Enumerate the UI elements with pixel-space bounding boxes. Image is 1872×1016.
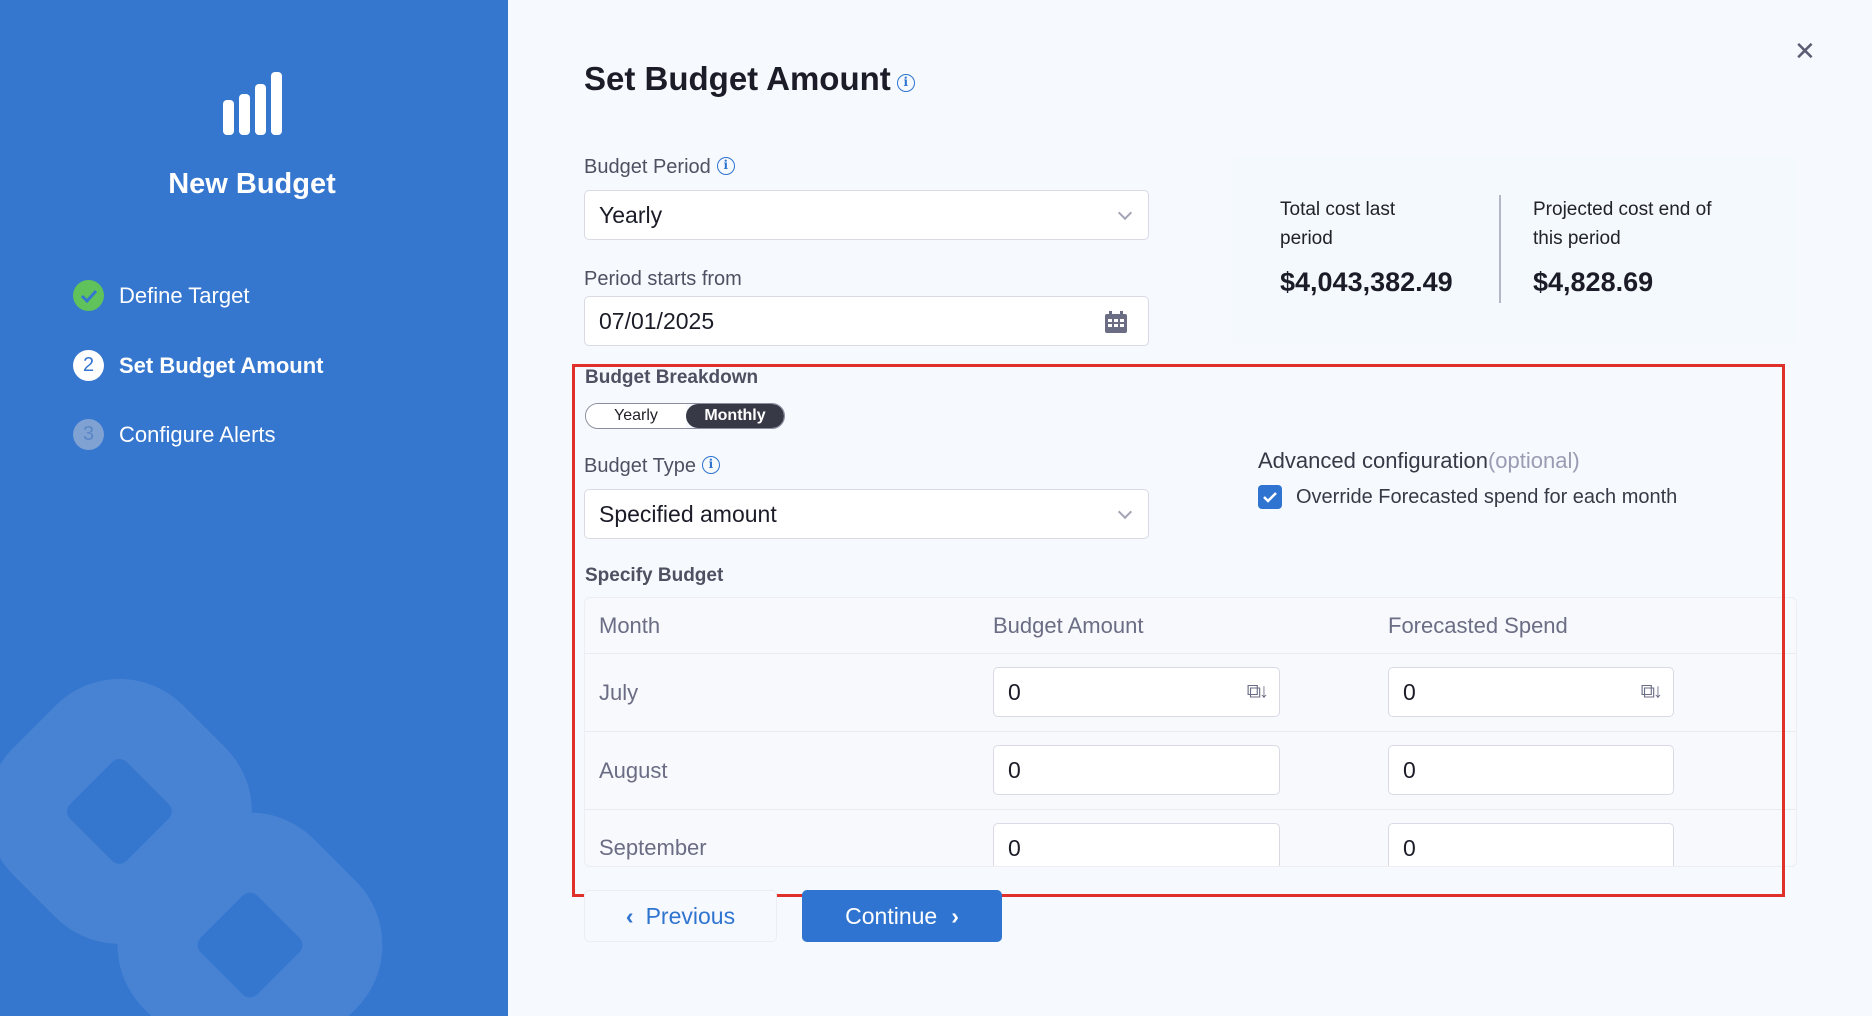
- divider: [1499, 195, 1501, 303]
- table-header: Month Budget Amount Forecasted Spend: [585, 598, 1796, 654]
- table-row: August 0 0: [585, 732, 1796, 810]
- table-row: July 0 ⧉↓ 0 ⧉↓: [585, 654, 1796, 732]
- continue-button[interactable]: Continue ›: [802, 890, 1002, 942]
- step-label: Set Budget Amount: [119, 352, 324, 378]
- info-icon[interactable]: i: [896, 74, 915, 92]
- breakdown-toggle[interactable]: Yearly Monthly: [585, 403, 785, 429]
- budget-amount-input[interactable]: 0: [993, 823, 1280, 866]
- projected-cost: $4,828.69: [1533, 267, 1654, 297]
- period-start-value: 07/01/2025: [599, 307, 715, 334]
- checkbox-checked-icon[interactable]: [1258, 485, 1282, 509]
- forecasted-spend-input[interactable]: 0 ⧉↓: [1388, 667, 1674, 717]
- column-header-forecasted-spend: Forecasted Spend: [1388, 612, 1568, 638]
- month-cell: July: [599, 679, 639, 705]
- period-start-date-input[interactable]: 07/01/2025: [584, 296, 1149, 346]
- toggle-monthly[interactable]: Monthly: [686, 404, 784, 428]
- wizard-sidebar: New Budget Define Target 2 Set Budget Am…: [0, 0, 508, 1016]
- last-period-cost: $4,043,382.49: [1280, 267, 1453, 297]
- forecasted-spend-input[interactable]: 0: [1388, 823, 1674, 866]
- step-number-icon: 3: [73, 419, 104, 450]
- month-cell: September: [599, 835, 707, 860]
- projected-cost-label: Projected cost end of this period: [1533, 199, 1712, 249]
- checkbox-label: Override Forecasted spend for each month: [1296, 485, 1678, 508]
- info-icon[interactable]: i: [701, 456, 720, 474]
- copy-down-icon[interactable]: ⧉↓: [1640, 680, 1663, 703]
- last-period-label: Total cost last period: [1280, 199, 1396, 249]
- specify-budget-label: Specify Budget: [585, 565, 724, 586]
- budget-type-label-text: Budget Type: [584, 455, 696, 477]
- toggle-yearly[interactable]: Yearly: [586, 404, 686, 428]
- override-forecast-checkbox[interactable]: Override Forecasted spend for each month: [1258, 485, 1677, 509]
- period-start-label: Period starts from: [584, 268, 742, 290]
- page-title: Set Budget Amount i: [584, 60, 915, 98]
- budget-period-value: Yearly: [599, 201, 663, 228]
- column-header-month: Month: [599, 612, 661, 638]
- decorative-logo-shape: [0, 678, 383, 1016]
- budget-type-label: Budget Type i: [584, 455, 720, 478]
- budget-amount-input[interactable]: 0 ⧉↓: [993, 667, 1280, 717]
- table-row: September 0 0: [585, 810, 1796, 866]
- wizard-title: New Budget: [168, 168, 336, 200]
- bar-chart-icon: [223, 72, 283, 135]
- chevron-left-icon: ‹: [625, 902, 634, 929]
- info-icon[interactable]: i: [716, 157, 735, 175]
- chevron-down-icon: [1117, 504, 1133, 520]
- calendar-icon[interactable]: [1104, 310, 1128, 334]
- step-label: Configure Alerts: [119, 421, 276, 447]
- budget-breakdown-label: Budget Breakdown: [585, 367, 759, 388]
- check-circle-icon: [73, 280, 104, 311]
- cost-summary-card: Total cost last period $4,043,382.49 Proj…: [1232, 155, 1797, 344]
- step-set-budget-amount[interactable]: 2 Set Budget Amount: [73, 350, 324, 381]
- chevron-right-icon: ›: [951, 902, 959, 929]
- chevron-down-icon: [1117, 205, 1133, 221]
- step-number-icon: 2: [73, 350, 104, 381]
- forecasted-spend-input[interactable]: 0: [1388, 745, 1674, 795]
- step-label: Define Target: [119, 282, 250, 308]
- budget-table: Month Budget Amount Forecasted Spend Jul…: [584, 597, 1797, 867]
- budget-period-label: Budget Period i: [584, 156, 735, 179]
- advanced-config-label: Advanced configuration(optional): [1258, 448, 1580, 473]
- step-configure-alerts[interactable]: 3 Configure Alerts: [73, 419, 276, 450]
- budget-period-select[interactable]: Yearly: [584, 190, 1149, 240]
- budget-period-label-text: Budget Period: [584, 156, 711, 178]
- budget-type-value: Specified amount: [599, 500, 777, 527]
- column-header-budget-amount: Budget Amount: [993, 612, 1144, 638]
- budget-amount-input[interactable]: 0: [993, 745, 1280, 795]
- budget-type-select[interactable]: Specified amount: [584, 489, 1149, 539]
- month-cell: August: [599, 757, 668, 783]
- page-title-text: Set Budget Amount: [584, 60, 891, 97]
- close-icon[interactable]: ✕: [1794, 36, 1816, 66]
- previous-button[interactable]: ‹ Previous: [584, 890, 777, 942]
- copy-down-icon[interactable]: ⧉↓: [1246, 680, 1269, 703]
- step-define-target[interactable]: Define Target: [73, 280, 249, 311]
